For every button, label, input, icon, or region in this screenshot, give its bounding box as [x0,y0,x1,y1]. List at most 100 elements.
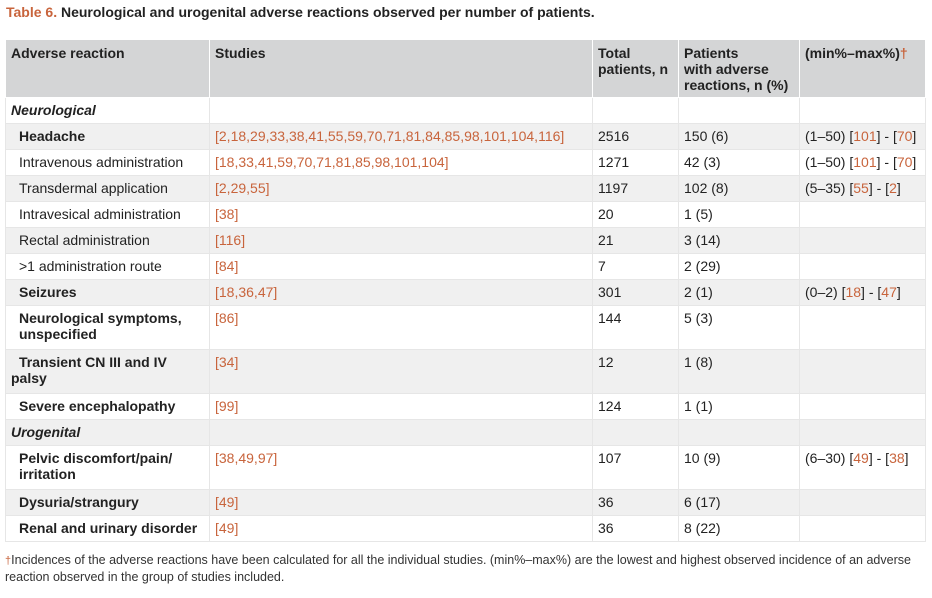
header-patients-with-reactions: Patients with adverse reactions, n (%) [678,39,800,98]
reaction-cell: >1 administration route [5,253,210,280]
bracket: ] [234,258,239,274]
bracket: [ [215,450,219,466]
studies-cell: [2,18,29,33,38,41,55,59,70,71,81,84,85,9… [209,123,593,150]
bracket: ] [234,354,239,370]
study-refs: 38,49,97 [218,450,274,466]
total-cell: 36 [592,515,679,542]
bracket: [ [215,232,219,248]
patients-value: 8 (22) [684,520,721,536]
table-row: Dysuria/strangury [49] 36 6 (17) [5,489,926,516]
reaction-cell: Headache [5,123,210,150]
reaction-label: Urogenital [11,424,81,440]
reaction-cell: Rectal administration [5,227,210,254]
reaction-label: Transient CN III and IV palsy [11,354,167,386]
bracket: [ [215,520,219,536]
section-row: Neurological [5,97,926,124]
bracket: ] [265,180,270,196]
table-row: Seizures [18,36,47] 301 2 (1) (0–2) [18] - [… [5,279,926,306]
total-cell: 12 [592,349,679,394]
total-cell: 2516 [592,123,679,150]
total-cell: 1271 [592,149,679,176]
studies-cell: [49] [209,515,593,542]
bracket: [ [215,180,219,196]
header-row: Adverse reaction Studies Total patients, … [5,39,926,98]
studies-cell: [18,33,41,59,70,71,81,85,98,101,104] [209,149,593,176]
range-ref: 38 [889,450,905,466]
range-cell: (6–30) [49] - [38] [799,445,926,490]
bracket: ] [234,494,239,510]
bracket: ] [444,154,449,170]
total-cell: 36 [592,489,679,516]
range-cell [799,305,926,350]
range-cell [799,419,926,446]
reaction-cell: Severe encephalopathy [5,393,210,420]
total-value: 2516 [598,128,630,144]
total-value: 20 [598,206,614,222]
total-cell: 21 [592,227,679,254]
total-value: 301 [598,284,622,300]
range-text: ] [896,180,901,196]
header-studies: Studies [209,39,593,98]
study-refs: 84 [218,258,235,274]
study-refs: 49 [218,520,235,536]
study-refs: 49 [218,494,235,510]
patients-value: 3 (14) [684,232,721,248]
table-row: Intravesical administration [38] 20 1 (5) [5,201,926,228]
total-value: 1271 [598,154,630,170]
table-row: Rectal administration [116] 21 3 (14) [5,227,926,254]
table-body: Neurological Headache [2,18,29,33,38,41,55… [5,97,926,542]
bracket: ] [560,128,565,144]
bracket: ] [234,520,239,536]
bracket: [ [215,206,219,222]
patients-value: 150 (6) [684,128,729,144]
header-adverse-reaction: Adverse reaction [5,39,210,98]
total-value: 124 [598,398,622,414]
bracket: [ [215,128,219,144]
range-text: ] [896,284,901,300]
range-text: (0–2) [ [805,284,846,300]
range-cell [799,349,926,394]
range-cell [799,253,926,280]
table-row: >1 administration route [84] 7 2 (29) [5,253,926,280]
reaction-cell: Renal and urinary disorder [5,515,210,542]
total-cell [592,419,679,446]
total-value: 36 [598,494,614,510]
studies-cell: [38,49,97] [209,445,593,490]
range-ref: 70 [896,128,913,144]
total-cell: 144 [592,305,679,350]
dagger-mark: † [899,45,908,61]
bracket: ] [241,232,246,248]
reaction-cell: Neurological symptoms, unspecified [5,305,210,350]
range-text: ] - [ [868,450,890,466]
study-refs: 86 [218,310,235,326]
table-row: Severe encephalopathy [99] 124 1 (1) [5,393,926,420]
studies-cell: [49] [209,489,593,516]
table-row: Renal and urinary disorder [49] 36 8 (22) [5,515,926,542]
study-refs: 38 [218,206,235,222]
range-cell [799,489,926,516]
patients-value: 5 (3) [684,310,713,326]
range-cell [799,393,926,420]
range-text: ] - [ [868,180,890,196]
range-cell [799,227,926,254]
reaction-cell: Urogenital [5,419,210,446]
total-cell: 107 [592,445,679,490]
bracket: ] [273,450,278,466]
bracket: ] [234,206,239,222]
total-cell: 7 [592,253,679,280]
study-refs: 2,18,29,33,38,41,55,59,70,71,81,84,85,98… [218,128,561,144]
reaction-label: Intravenous administration [19,154,184,170]
table-row: Neurological symptoms, unspecified [86] 14… [5,305,926,350]
total-value: 144 [598,310,622,326]
range-text: ] [912,128,917,144]
patients-cell: 8 (22) [678,515,800,542]
patients-cell: 5 (3) [678,305,800,350]
header-total-patients: Total patients, n [592,39,679,98]
patients-cell: 102 (8) [678,175,800,202]
studies-cell: [116] [209,227,593,254]
studies-cell: [99] [209,393,593,420]
patients-value: 10 (9) [684,450,721,466]
studies-cell [209,97,593,124]
patients-value: 102 (8) [684,180,729,196]
study-refs: 116 [218,232,242,248]
